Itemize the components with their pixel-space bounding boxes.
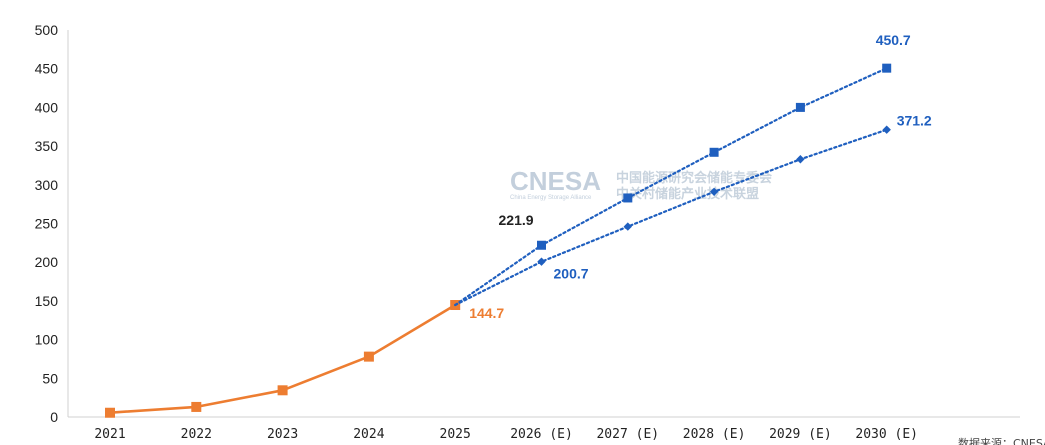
- data-point-square: [277, 385, 288, 396]
- data-point-square: [537, 240, 546, 250]
- watermark-line-1: 中国能源研究会储能专委会: [616, 170, 773, 186]
- x-tick-label: 2028 (E): [683, 427, 746, 442]
- y-tick-label: 0: [50, 409, 58, 425]
- series-group: [105, 63, 892, 418]
- x-tick-label: 2029 (E): [769, 427, 832, 442]
- data-point-diamond: [623, 222, 632, 231]
- data-point-square: [795, 102, 805, 112]
- x-tick-label: 2022: [181, 427, 212, 442]
- y-tick-label: 400: [35, 99, 59, 115]
- y-tick-label: 300: [35, 177, 59, 193]
- data-point-diamond: [796, 155, 805, 164]
- x-tick-label: 2023: [267, 427, 298, 442]
- x-tick-label: 2025: [440, 427, 471, 442]
- y-tick-label: 100: [35, 332, 59, 348]
- x-tick-label: 2024: [353, 427, 384, 442]
- y-tick-label: 450: [35, 61, 59, 77]
- data-point-diamond: [537, 257, 546, 266]
- y-tick-label: 500: [35, 22, 59, 38]
- y-tick-label: 50: [42, 370, 58, 386]
- y-tick-label: 150: [35, 293, 59, 309]
- series-line-forecast-low: [454, 128, 888, 307]
- source-note: 数据来源：CNESA: [958, 436, 1045, 445]
- series-forecast-high: [454, 63, 892, 307]
- data-point-square: [709, 147, 719, 157]
- cnesa-watermark: CNESA China Energy Storage Alliance 中国能源…: [510, 166, 773, 202]
- data-label: 144.7: [469, 305, 504, 321]
- x-tick-label: 2026 (E): [510, 427, 573, 442]
- data-point-square: [105, 407, 115, 418]
- series-actual: [105, 300, 461, 418]
- series-line-forecast-high: [454, 67, 888, 307]
- data-point-diamond: [882, 125, 891, 134]
- axes: 0 50 100 150 200 250 300 350 400 450 500 2021 2022 20…: [35, 22, 1020, 442]
- x-tick-label: 2027 (E): [596, 427, 659, 442]
- data-point-diamond: [709, 187, 719, 196]
- data-point-square: [191, 401, 202, 412]
- watermark-logo: CNESA: [510, 166, 601, 196]
- series-line-actual: [108, 303, 457, 415]
- x-tick-label: 2021: [94, 427, 125, 442]
- watermark-logo-subtitle: China Energy Storage Alliance: [510, 195, 592, 201]
- y-tick-label: 200: [35, 254, 59, 270]
- data-label: 221.9: [499, 212, 534, 228]
- y-tick-label: 250: [35, 216, 59, 232]
- data-labels: 144.7 221.9 200.7 450.7 371.2: [469, 32, 932, 321]
- x-tick-label: 2030 (E): [855, 427, 918, 442]
- data-label: 200.7: [554, 266, 589, 282]
- data-label: 371.2: [897, 113, 932, 129]
- data-point-square: [363, 351, 374, 362]
- series-forecast-low: [454, 125, 891, 307]
- data-point-square: [882, 63, 892, 73]
- watermark-line-2: 中关村储能产业技术联盟: [616, 186, 759, 202]
- y-tick-label: 350: [35, 138, 59, 154]
- data-label: 450.7: [876, 32, 911, 48]
- data-point-square: [623, 193, 633, 203]
